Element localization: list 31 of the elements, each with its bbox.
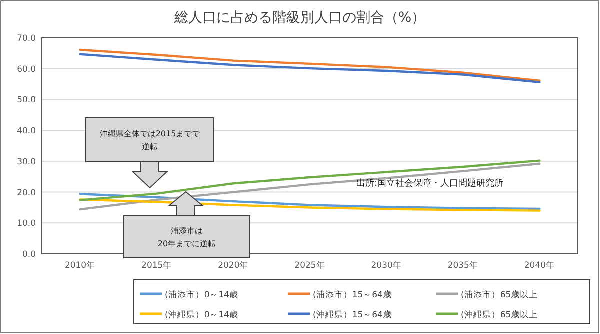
- y-tick-label: 60.0: [17, 64, 36, 75]
- y-tick-label: 50.0: [17, 96, 36, 106]
- y-tick-label: 70.0: [17, 34, 36, 44]
- x-tick-label: 2040年: [524, 260, 556, 271]
- annotation: 浦添市は20年までに逆転: [158, 226, 216, 248]
- line-series: [79, 162, 541, 211]
- line-series: [79, 193, 541, 210]
- x-tick-label: 2030年: [371, 260, 402, 271]
- y-tick-label: 30.0: [17, 157, 36, 168]
- legend-label: (浦添市）15～64歳: [313, 290, 392, 300]
- y-tick-label: 40.0: [17, 126, 36, 137]
- x-tick-label: 2025年: [294, 260, 326, 271]
- legend-label: (沖縄県）65歳以上: [461, 310, 538, 320]
- line-series: [79, 198, 541, 212]
- legend-label: (浦添市）65歳以上: [461, 290, 538, 300]
- legend-label: (沖縄県）0～14歳: [165, 310, 239, 320]
- line-series: [79, 53, 541, 84]
- x-tick-label: 2020年: [218, 260, 249, 271]
- annotation: 出所:国立社会保障・人口問題研究所: [356, 178, 504, 190]
- x-tick-label: 2010年: [64, 260, 96, 271]
- y-tick-label: 0.0: [22, 250, 36, 260]
- line-series: [79, 160, 541, 202]
- line-series: [79, 48, 541, 82]
- annotation: 沖縄県全体では2015までで逆転: [100, 130, 202, 152]
- x-tick-label: 2015年: [142, 260, 172, 271]
- y-tick-label: 20.0: [17, 188, 36, 198]
- y-tick-label: 10.0: [17, 219, 36, 230]
- legend-label: (浦添市）0～14歳: [165, 290, 239, 300]
- x-tick-label: 2035年: [448, 260, 478, 271]
- legend-label: (沖縄県）15～64歳: [313, 310, 392, 320]
- chart-title: 総人口に占める階級別人口の割合（%）: [173, 10, 426, 26]
